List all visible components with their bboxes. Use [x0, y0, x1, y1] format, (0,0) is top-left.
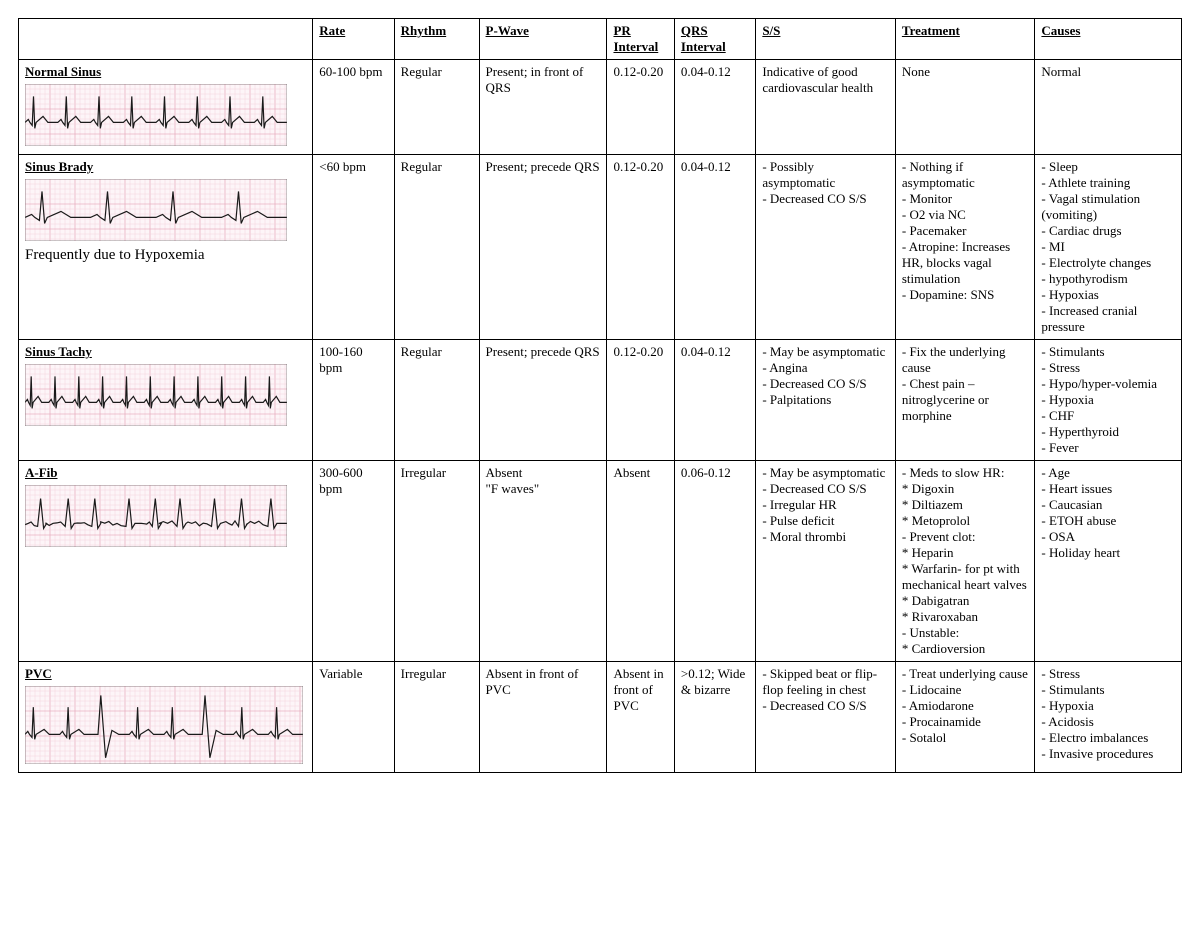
cell-ss: Indicative of good cardiovascular health	[756, 60, 896, 155]
cell-treatment: - Treat underlying cause- Lidocaine- Ami…	[895, 662, 1035, 773]
ecg-strip-tachy	[25, 364, 287, 426]
header-row: Rate Rhythm P-Wave PR Interval QRS Inter…	[19, 19, 1182, 60]
cell-rate: Variable	[313, 662, 394, 773]
col-pr: PR Interval	[607, 19, 674, 60]
cell-pr: 0.12-0.20	[607, 340, 674, 461]
cell-treatment: - Meds to slow HR:* Digoxin* Diltiazem* …	[895, 461, 1035, 662]
cell-pwave: Present; in front of QRS	[479, 60, 607, 155]
col-blank	[19, 19, 313, 60]
col-rhythm: Rhythm	[394, 19, 479, 60]
col-rate: Rate	[313, 19, 394, 60]
ecg-strip-afib	[25, 485, 287, 547]
cell-rate: 300-600 bpm	[313, 461, 394, 662]
rhythm-name-cell: A-Fib	[19, 461, 313, 662]
cell-qrs: 0.04-0.12	[674, 155, 755, 340]
rhythm-name-cell: Sinus Brady Frequently due to Hypoxemia	[19, 155, 313, 340]
cell-causes: - Sleep- Athlete training- Vagal stimula…	[1035, 155, 1182, 340]
ecg-strip-pvc	[25, 686, 303, 764]
rhythm-name-cell: Sinus Tachy	[19, 340, 313, 461]
ecg-strip-brady	[25, 179, 287, 241]
cell-qrs: 0.04-0.12	[674, 340, 755, 461]
cell-qrs: >0.12; Wide & bizarre	[674, 662, 755, 773]
rhythm-name: A-Fib	[25, 465, 58, 480]
cell-treatment: - Fix the underlying cause- Chest pain –…	[895, 340, 1035, 461]
ecg-strip-nsr	[25, 84, 287, 146]
cell-pwave: Absent"F waves"	[479, 461, 607, 662]
cell-causes: - Age- Heart issues- Caucasian- ETOH abu…	[1035, 461, 1182, 662]
cell-rate: 60-100 bpm	[313, 60, 394, 155]
cell-ss: - Skipped beat or flip-flop feeling in c…	[756, 662, 896, 773]
cell-ss: - Possibly asymptomatic- Decreased CO S/…	[756, 155, 896, 340]
cell-pr: 0.12-0.20	[607, 155, 674, 340]
table-row: Sinus Brady Frequently due to Hypoxemia<…	[19, 155, 1182, 340]
col-causes: Causes	[1035, 19, 1182, 60]
rhythm-name-cell: PVC	[19, 662, 313, 773]
cell-pwave: Present; precede QRS	[479, 155, 607, 340]
table-row: Normal Sinus 60-100 bpmRegularPresent; i…	[19, 60, 1182, 155]
rhythm-name: PVC	[25, 666, 52, 681]
cell-ss: - May be asymptomatic- Decreased CO S/S-…	[756, 461, 896, 662]
cell-pr: Absent	[607, 461, 674, 662]
table-row: PVC VariableIrregularAbsent in front of …	[19, 662, 1182, 773]
cell-causes: - Stimulants- Stress- Hypo/hyper-volemia…	[1035, 340, 1182, 461]
rhythm-name: Sinus Tachy	[25, 344, 92, 359]
cell-rhythm: Irregular	[394, 662, 479, 773]
col-qrs: QRS Interval	[674, 19, 755, 60]
cell-rhythm: Regular	[394, 155, 479, 340]
cell-pr: 0.12-0.20	[607, 60, 674, 155]
cell-causes: - Stress- Stimulants- Hypoxia- Acidosis-…	[1035, 662, 1182, 773]
cell-rhythm: Regular	[394, 60, 479, 155]
cell-qrs: 0.06-0.12	[674, 461, 755, 662]
cell-pwave: Absent in front of PVC	[479, 662, 607, 773]
cell-rate: 100-160 bpm	[313, 340, 394, 461]
rhythm-name: Sinus Brady	[25, 159, 93, 174]
rhythm-name-cell: Normal Sinus	[19, 60, 313, 155]
cell-treatment: None	[895, 60, 1035, 155]
cell-qrs: 0.04-0.12	[674, 60, 755, 155]
table-row: A-Fib 300-600 bpmIrregularAbsent"F waves…	[19, 461, 1182, 662]
cell-rhythm: Regular	[394, 340, 479, 461]
col-ss: S/S	[756, 19, 896, 60]
cell-pr: Absent in front of PVC	[607, 662, 674, 773]
col-pwave: P-Wave	[479, 19, 607, 60]
rhythm-name: Normal Sinus	[25, 64, 101, 79]
rhythm-note: Frequently due to Hypoxemia	[25, 247, 306, 264]
cell-causes: Normal	[1035, 60, 1182, 155]
cell-treatment: - Nothing if asymptomatic- Monitor- O2 v…	[895, 155, 1035, 340]
col-treatment: Treatment	[895, 19, 1035, 60]
cell-rate: <60 bpm	[313, 155, 394, 340]
table-row: Sinus Tachy 100-160 bpmRegularPresent; p…	[19, 340, 1182, 461]
cell-ss: - May be asymptomatic- Angina- Decreased…	[756, 340, 896, 461]
cell-rhythm: Irregular	[394, 461, 479, 662]
cell-pwave: Present; precede QRS	[479, 340, 607, 461]
ecg-rhythm-table: Rate Rhythm P-Wave PR Interval QRS Inter…	[18, 18, 1182, 773]
